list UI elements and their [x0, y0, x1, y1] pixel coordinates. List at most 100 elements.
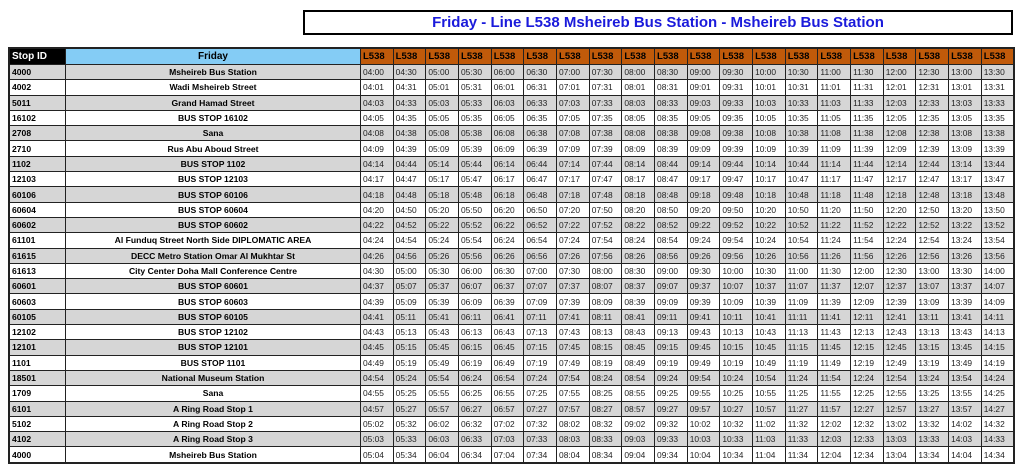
time-cell: 11:22	[817, 216, 852, 234]
time-cell: 08:11	[588, 308, 623, 326]
time-cell: 07:24	[523, 369, 558, 387]
table-row: 12103 BUS STOP 12103 04:17 04:47 05:17 05:47 0…	[8, 171, 1015, 188]
time-cell: 14:00	[980, 262, 1015, 280]
time-cell: 07:25	[523, 385, 558, 402]
time-cell: 09:19	[654, 354, 688, 371]
time-cell: 06:57	[490, 400, 525, 417]
stop-name-cell: A Ring Road Stop 1	[65, 400, 361, 417]
time-cell: 05:01	[425, 79, 460, 96]
time-cell: 10:57	[752, 400, 786, 417]
stop-id-cell: 1101	[8, 354, 66, 371]
time-cell: 14:11	[980, 308, 1015, 326]
stop-id-cell: 61615	[8, 247, 66, 264]
time-cell: 04:31	[392, 79, 427, 96]
time-cell: 05:03	[360, 431, 394, 448]
time-cell: 11:37	[817, 278, 852, 295]
time-cell: 05:26	[425, 247, 460, 264]
time-cell: 05:20	[425, 201, 460, 218]
time-cell: 06:09	[490, 140, 525, 157]
time-cell: 14:32	[980, 415, 1015, 433]
table-row: 12102 BUS STOP 12102 04:43 05:13 05:43 06:13 0…	[8, 324, 1015, 341]
time-cell: 13:04	[882, 446, 917, 464]
time-cell: 08:18	[621, 186, 656, 203]
time-cell: 10:00	[752, 63, 786, 81]
time-cell: 12:09	[882, 140, 917, 157]
time-cell: 14:24	[980, 369, 1015, 387]
time-cell: 07:03	[490, 431, 525, 448]
time-cell: 11:48	[850, 186, 884, 203]
time-cell: 04:49	[360, 354, 394, 371]
time-cell: 13:33	[915, 431, 950, 448]
time-cell: 09:43	[686, 324, 721, 341]
time-cell: 08:35	[654, 109, 688, 127]
time-cell: 09:09	[654, 293, 688, 310]
time-cell: 05:30	[425, 262, 460, 280]
time-cell: 08:25	[588, 385, 623, 402]
time-cell: 08:34	[588, 446, 623, 464]
time-cell: 13:22	[948, 216, 982, 234]
time-cell: 12:26	[882, 247, 917, 264]
time-cell: 12:44	[915, 155, 950, 173]
time-cell: 06:44	[523, 155, 558, 173]
time-cell: 05:18	[425, 186, 460, 203]
time-cell: 08:52	[654, 216, 688, 234]
stop-id-cell: 61101	[8, 232, 66, 249]
time-cell: 09:18	[686, 186, 721, 203]
time-cell: 10:26	[752, 247, 786, 264]
time-cell: 09:24	[686, 232, 721, 249]
time-cell: 12:11	[850, 308, 884, 326]
time-cell: 05:15	[392, 339, 427, 356]
time-cell: 09:47	[719, 171, 754, 188]
time-cell: 09:56	[719, 247, 754, 264]
time-cell: 14:15	[980, 339, 1015, 356]
time-cell: 13:37	[948, 278, 982, 295]
time-cell: 07:50	[588, 201, 623, 218]
table-row: 61615 DECC Metro Station Omar Al Mukhtar …	[8, 247, 1015, 264]
time-cell: 09:09	[686, 140, 721, 157]
time-cell: 10:55	[752, 385, 786, 402]
time-cell: 05:34	[392, 446, 427, 464]
time-cell: 13:03	[882, 431, 917, 448]
time-cell: 09:39	[686, 293, 721, 310]
time-cell: 08:20	[621, 201, 656, 218]
time-cell: 09:27	[654, 400, 688, 417]
time-cell: 09:41	[686, 308, 721, 326]
table-row: 16102 BUS STOP 16102 04:05 04:35 05:05 05:35 0…	[8, 109, 1015, 127]
stop-id-cell: 12101	[8, 339, 66, 356]
time-cell: 11:09	[817, 140, 852, 157]
stop-name-cell: A Ring Road Stop 3	[65, 431, 361, 448]
table-row: 2710 Rus Abu Aboud Street 04:09 04:39 05:09 0…	[8, 140, 1015, 157]
time-cell: 09:04	[621, 446, 656, 464]
time-cell: 05:31	[458, 79, 492, 96]
time-cell: 06:54	[490, 369, 525, 387]
time-cell: 12:30	[915, 63, 950, 81]
time-cell: 11:50	[850, 201, 884, 218]
trip-header: L538	[654, 47, 688, 65]
time-cell: 06:27	[458, 400, 492, 417]
time-cell: 09:03	[621, 431, 656, 448]
time-cell: 12:00	[850, 262, 884, 280]
time-cell: 09:49	[686, 354, 721, 371]
time-cell: 06:39	[490, 293, 525, 310]
time-cell: 05:35	[458, 109, 492, 127]
time-cell: 12:52	[915, 216, 950, 234]
time-cell: 05:24	[392, 369, 427, 387]
time-cell: 11:55	[817, 385, 852, 402]
time-cell: 10:31	[784, 79, 819, 96]
time-cell: 11:38	[850, 125, 884, 142]
time-cell: 13:57	[948, 400, 982, 417]
time-cell: 12:03	[817, 431, 852, 448]
time-cell: 13:03	[948, 94, 982, 111]
time-cell: 08:27	[588, 400, 623, 417]
time-cell: 10:34	[719, 446, 754, 464]
time-cell: 06:24	[490, 232, 525, 249]
stop-name-cell: Wadi Msheireb Street	[65, 79, 361, 96]
trip-header: L538	[948, 47, 982, 65]
time-cell: 04:20	[360, 201, 394, 218]
time-cell: 13:01	[948, 79, 982, 96]
time-cell: 10:32	[719, 415, 754, 433]
time-cell: 10:19	[719, 354, 754, 371]
time-cell: 10:41	[752, 308, 786, 326]
time-cell: 07:57	[556, 400, 590, 417]
time-cell: 06:45	[490, 339, 525, 356]
